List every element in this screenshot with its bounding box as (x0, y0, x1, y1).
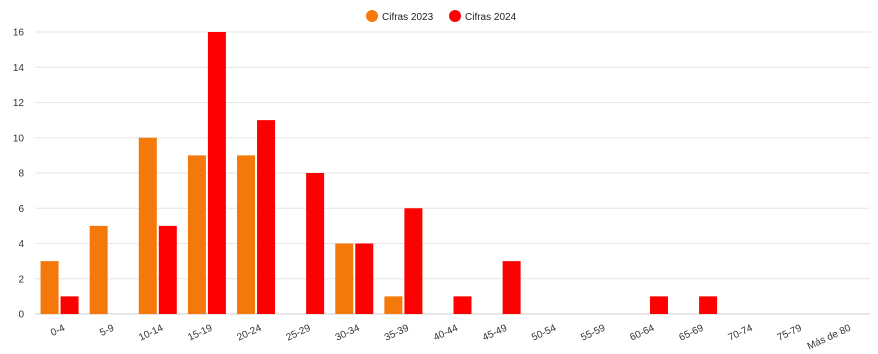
legend-swatch-2023 (366, 10, 378, 22)
legend-label-2023: Cifras 2023 (382, 12, 434, 23)
bar-2023[interactable] (187, 155, 206, 314)
x-tick-label: 25-29 (285, 323, 313, 344)
bar-2023[interactable] (40, 261, 59, 314)
y-axis-ticks: 0 2 4 6 8 10 12 14 16 (13, 28, 25, 321)
y-tick-label: 4 (18, 239, 24, 250)
y-tick-label: 12 (13, 98, 25, 109)
bar-2024[interactable] (699, 296, 718, 314)
x-tick-label: 75-79 (776, 323, 804, 344)
x-tick-label: 70-74 (727, 323, 755, 344)
bar-2024[interactable] (649, 296, 668, 314)
bar-2024[interactable] (355, 243, 374, 315)
bar-2023[interactable] (89, 225, 108, 314)
x-tick-label: Más de 80 (806, 323, 853, 353)
x-tick-label: 30-34 (334, 323, 362, 344)
bar-2024[interactable] (257, 120, 276, 314)
x-tick-label: 35-39 (383, 323, 411, 344)
legend-swatch-2024 (449, 10, 461, 22)
bar-2024[interactable] (502, 261, 521, 314)
legend-item-2023[interactable]: Cifras 2023 (366, 10, 434, 23)
y-tick-label: 8 (18, 169, 24, 180)
bars (40, 32, 718, 315)
x-tick-label: 45-49 (481, 323, 509, 344)
y-tick-label: 0 (18, 310, 24, 321)
bar-2024[interactable] (453, 296, 472, 314)
bar-2024[interactable] (306, 173, 325, 314)
x-tick-label: 0-4 (49, 323, 67, 339)
bar-2024[interactable] (60, 296, 79, 314)
y-tick-label: 16 (13, 28, 25, 39)
y-tick-label: 6 (18, 204, 24, 215)
y-tick-label: 10 (13, 133, 25, 144)
x-tick-label: 60-64 (628, 323, 656, 344)
bar-2024[interactable] (158, 225, 177, 314)
x-tick-label: 5-9 (98, 323, 116, 339)
bar-2023[interactable] (384, 296, 403, 314)
bar-2024[interactable] (404, 208, 423, 314)
legend[interactable]: Cifras 2023 Cifras 2024 (366, 10, 517, 23)
x-axis-ticks: 0-4 5-9 10-14 15-19 20-24 25-29 30-34 35-39 40-4… (49, 323, 853, 353)
bar-2023[interactable] (237, 155, 256, 314)
x-tick-label: 20-24 (235, 323, 263, 344)
bar-2023[interactable] (138, 137, 157, 314)
bar-2023[interactable] (335, 243, 354, 315)
x-tick-label: 15-19 (186, 323, 214, 344)
x-tick-label: 50-54 (530, 323, 558, 344)
legend-item-2024[interactable]: Cifras 2024 (449, 10, 517, 23)
x-tick-label: 55-59 (579, 323, 607, 344)
y-tick-label: 2 (18, 274, 24, 285)
legend-label-2024: Cifras 2024 (465, 12, 517, 23)
y-tick-label: 14 (13, 63, 25, 74)
x-tick-label: 10-14 (137, 323, 165, 344)
x-tick-label: 65-69 (678, 323, 706, 344)
bar-2024[interactable] (207, 32, 226, 314)
x-tick-label: 40-44 (432, 323, 460, 344)
